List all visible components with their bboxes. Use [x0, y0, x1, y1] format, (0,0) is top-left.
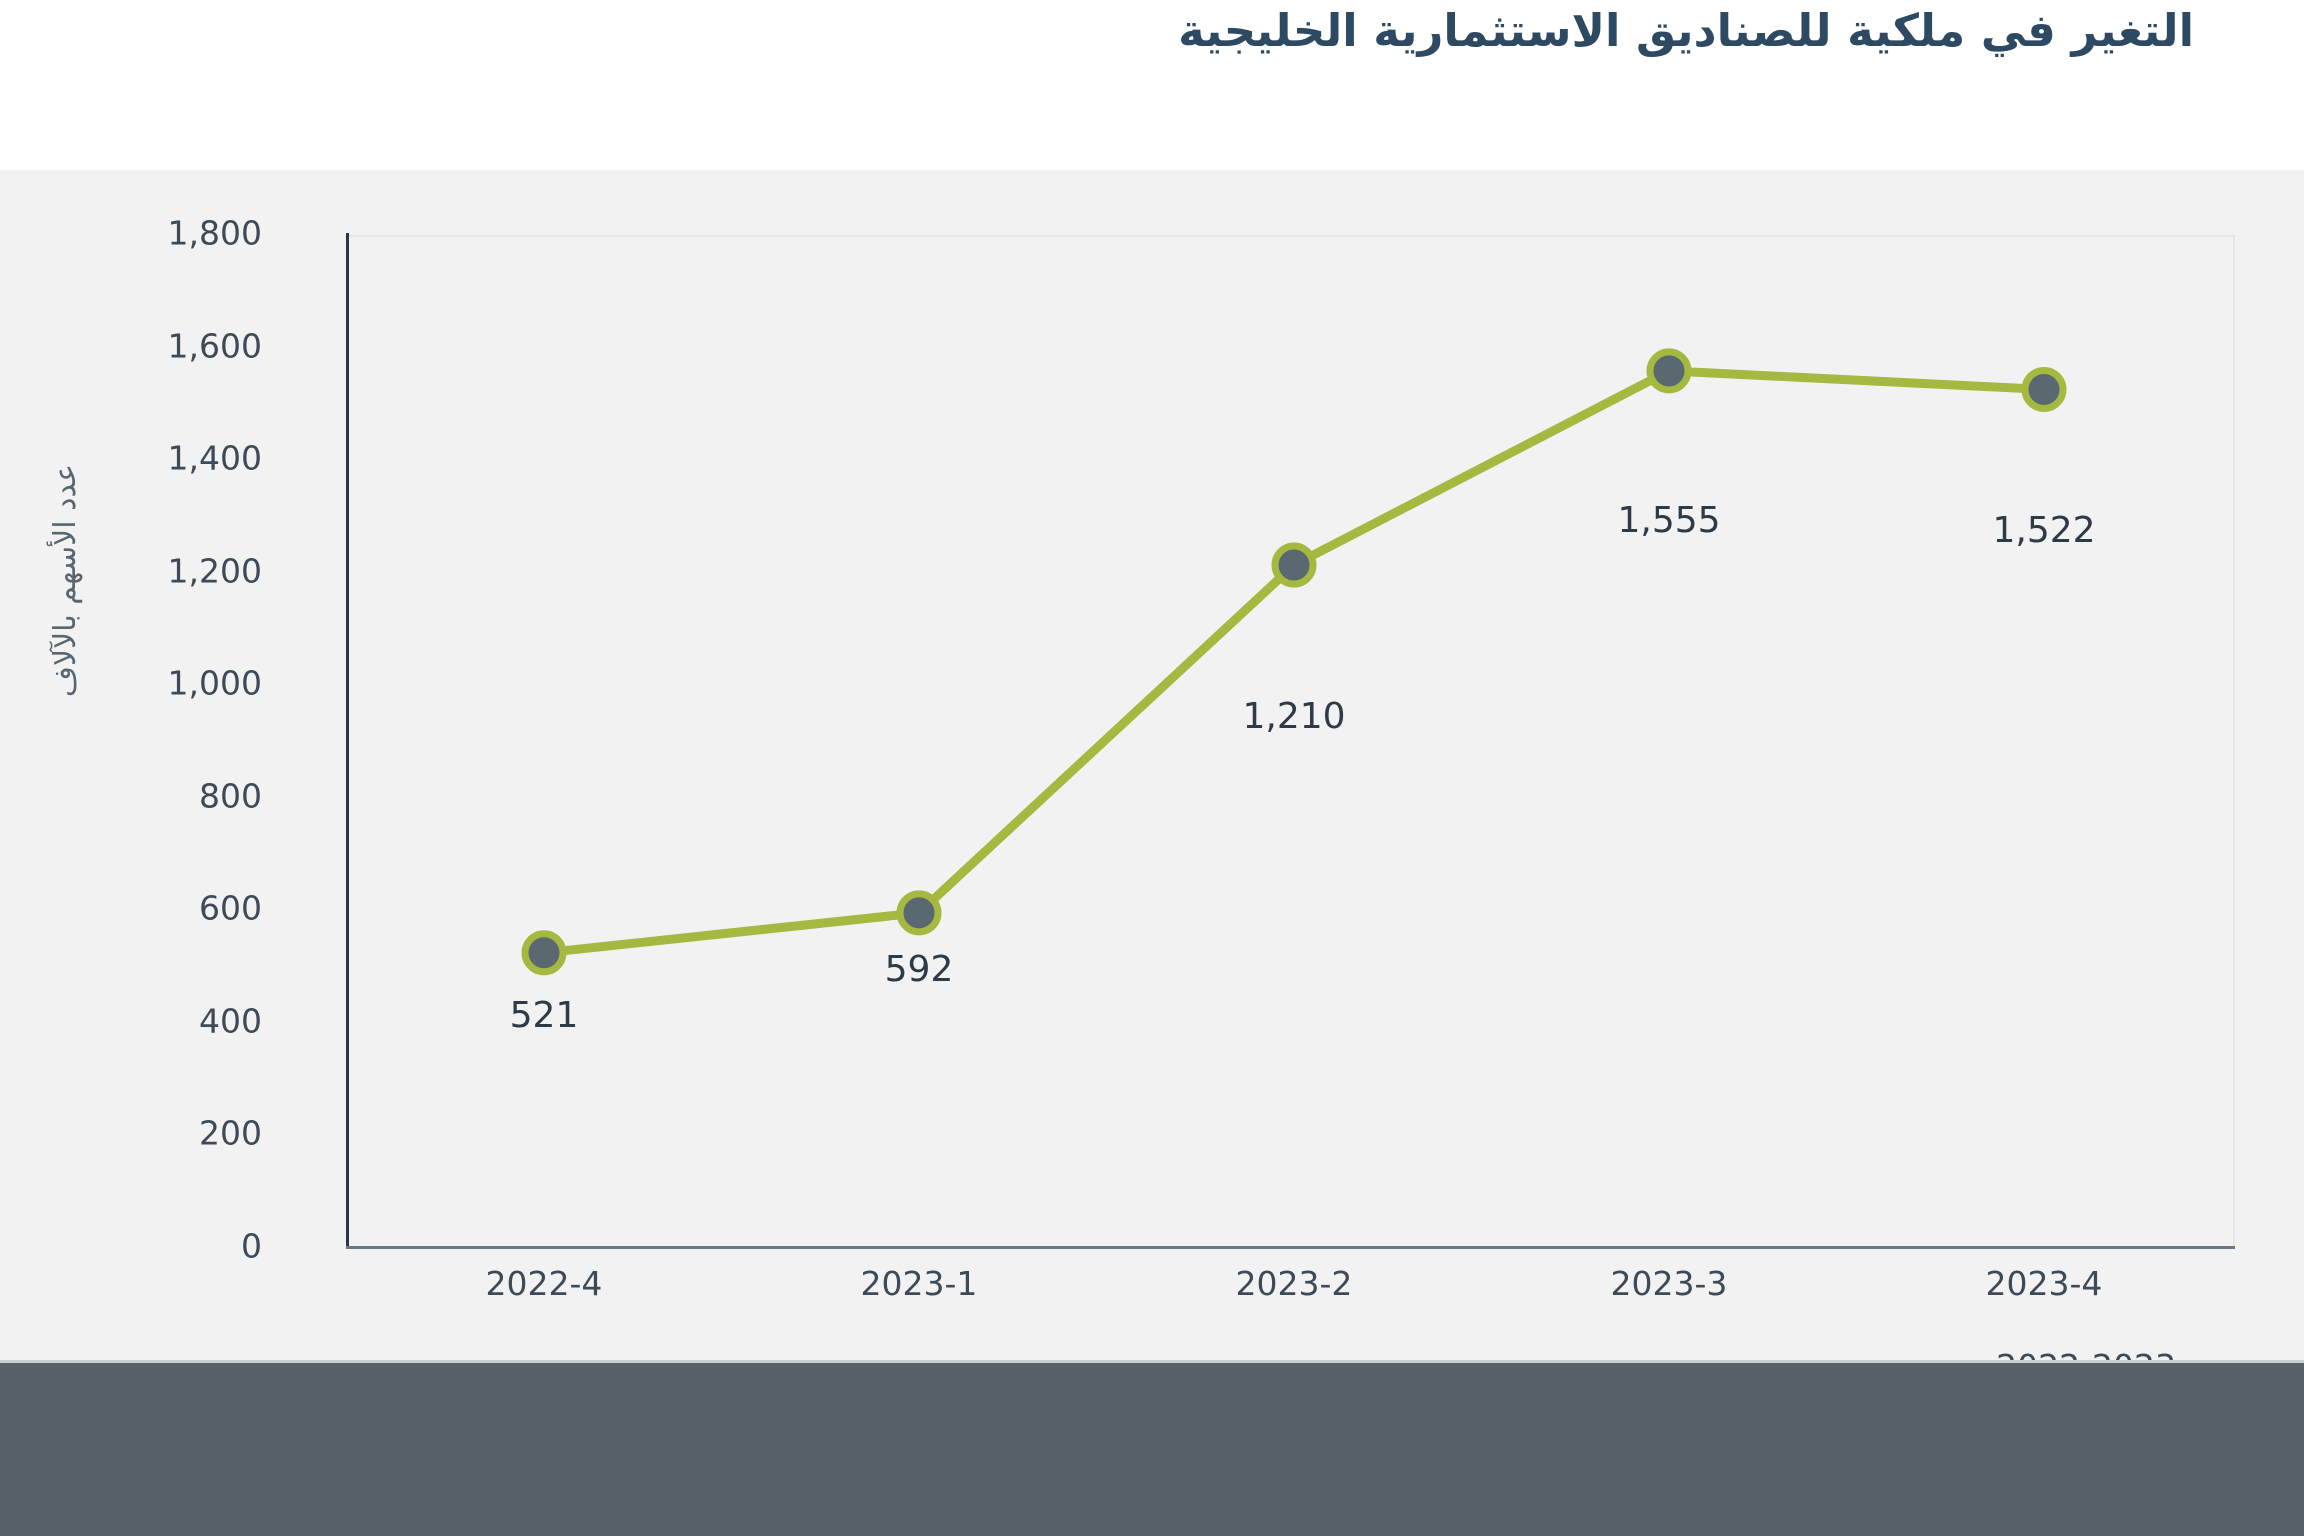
point-label-4: 1,522 — [1992, 510, 2096, 551]
plot-area — [348, 235, 2235, 1245]
point-label-1: 592 — [884, 949, 954, 990]
y-tick-label-1600: 1,600 — [167, 326, 262, 366]
point-label-3: 1,555 — [1617, 500, 1721, 541]
page-title: التغير في ملكية للصناديق الاستثمارية الخ… — [1178, 4, 2194, 57]
x-tick-label-2022-4: 2022-4 — [485, 1264, 603, 1303]
y-tick-label-1000: 1,000 — [167, 663, 262, 703]
chart-panel: عدد الأسهم بالآلاف 0 200 400 600 800 1,0… — [0, 170, 2304, 1386]
y-tick-label-200: 200 — [199, 1113, 262, 1153]
x-tick-label-2023-4: 2023-4 — [1985, 1264, 2103, 1303]
point-label-0: 521 — [509, 995, 579, 1036]
x-axis-line — [346, 1246, 2235, 1249]
y-tick-label-0: 0 — [241, 1226, 262, 1266]
y-tick-label-600: 600 — [199, 888, 262, 928]
title-band: التغير في ملكية للصناديق الاستثمارية الخ… — [0, 0, 2304, 170]
y-axis-line — [346, 233, 349, 1248]
y-axis-title-label: عدد الأسهم بالآلاف — [48, 463, 84, 697]
x-tick-label-2023-2: 2023-2 — [1235, 1264, 1353, 1303]
y-tick-label-400: 400 — [199, 1001, 262, 1041]
y-tick-label-1400: 1,400 — [167, 438, 262, 478]
y-tick-label-1800: 1,800 — [167, 213, 262, 253]
x-tick-label-2023-3: 2023-3 — [1610, 1264, 1728, 1303]
point-label-2: 1,210 — [1242, 696, 1346, 737]
y-tick-label-1200: 1,200 — [167, 551, 262, 591]
footer-bar — [0, 1363, 2304, 1536]
y-tick-label-800: 800 — [199, 776, 262, 816]
footer-divider — [0, 1360, 2304, 1363]
x-tick-label-2023-1: 2023-1 — [860, 1264, 978, 1303]
